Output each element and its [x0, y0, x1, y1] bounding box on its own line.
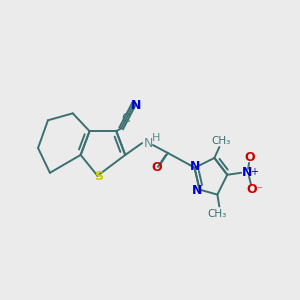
Text: N: N [189, 160, 200, 173]
Text: O: O [247, 183, 257, 196]
Text: H: H [152, 133, 160, 143]
Text: N: N [242, 166, 252, 179]
Text: S: S [94, 170, 103, 183]
Text: CH₃: CH₃ [208, 209, 227, 219]
Text: +: + [250, 167, 258, 177]
Text: O: O [245, 152, 255, 164]
Text: N: N [143, 136, 153, 150]
Text: N: N [192, 184, 203, 197]
Text: ⁻: ⁻ [256, 186, 262, 196]
Text: C: C [121, 112, 130, 125]
Text: O: O [152, 161, 162, 174]
Text: CH₃: CH₃ [212, 136, 231, 146]
Text: N: N [131, 99, 141, 112]
